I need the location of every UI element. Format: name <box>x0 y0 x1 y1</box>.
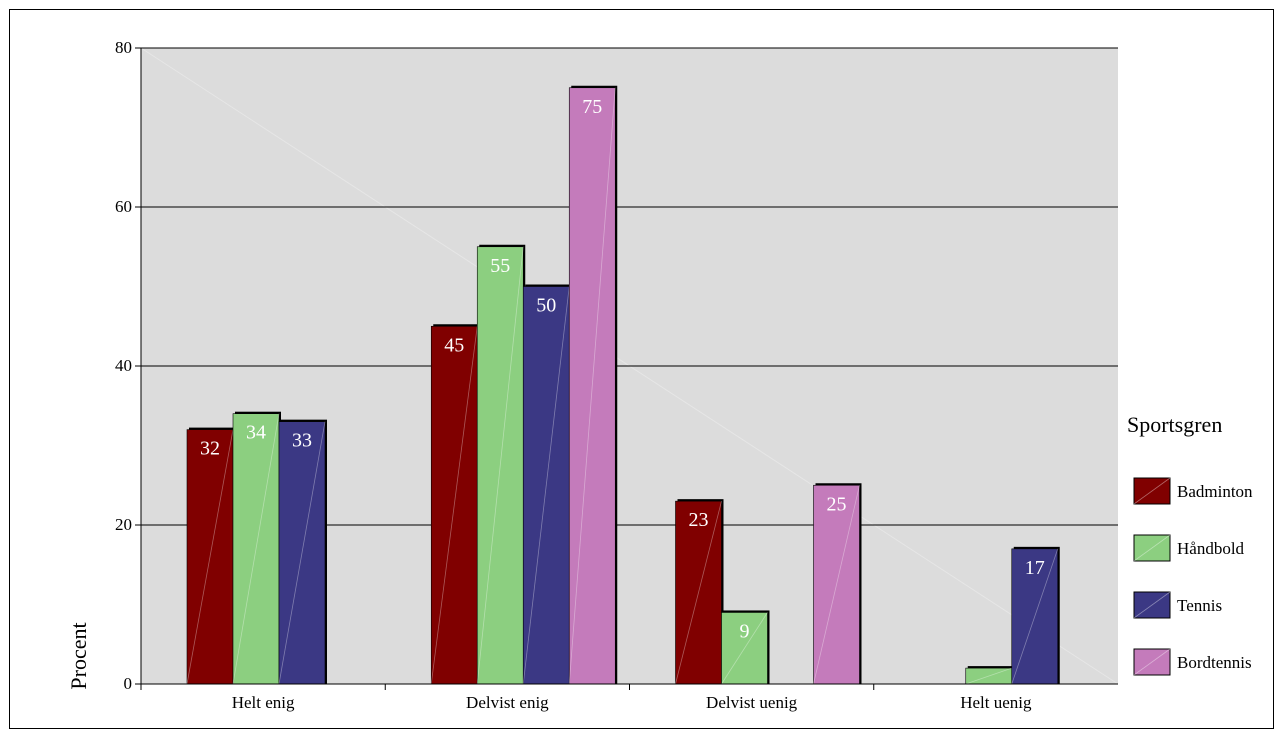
legend-swatch-h-ndbold <box>1133 534 1171 562</box>
data-label-badminton-delvist-uenig: 23 <box>689 509 709 531</box>
data-label-badminton-helt-enig: 32 <box>200 438 220 460</box>
legend-swatch-badminton <box>1133 477 1171 505</box>
bar-sheen-h-ndbold-delvist-enig <box>476 246 524 685</box>
legend-label-tennis: Tennis <box>1177 596 1222 615</box>
y-tick-label-80: 80 <box>115 38 132 57</box>
legend-swatch-sheen-tennis <box>1133 591 1171 619</box>
y-tick-label-0: 0 <box>124 674 133 693</box>
chart-frame: 0 20 40 60 80 Helt enig Delvist enig Delvist ue… <box>9 9 1274 729</box>
bar-bordtennis-delvist-enig <box>568 87 616 685</box>
legend-label-bordtennis: Bordtennis <box>1177 653 1252 672</box>
legend-title: Sportsgren <box>1127 412 1222 437</box>
bar-sheen-bordtennis-delvist-uenig <box>813 485 860 685</box>
bar-sheen-h-ndbold-helt-enig <box>232 413 280 685</box>
data-label-tennis-helt-uenig: 17 <box>1025 557 1045 579</box>
data-label-h-ndbold-delvist-enig: 55 <box>490 255 510 277</box>
x-tick-label-helt-uenig: Helt uenig <box>960 693 1032 712</box>
bar-tennis-helt-enig <box>278 421 326 685</box>
y-tick-label-20: 20 <box>115 515 132 534</box>
legend-swatch-bordtennis <box>1133 648 1171 676</box>
bar-sheen-bordtennis-delvist-enig <box>568 87 616 685</box>
legend-swatch-sheen-bordtennis <box>1133 648 1171 676</box>
bar-h-ndbold-delvist-enig <box>476 246 524 685</box>
bar-chart: 0 20 40 60 80 Helt enig Delvist enig Delvist ue… <box>66 38 1253 712</box>
bar-sheen-h-ndbold-delvist-uenig <box>721 612 768 685</box>
bar-sheen-tennis-helt-uenig <box>1011 548 1059 685</box>
bar-h-ndbold-delvist-uenig <box>721 612 768 685</box>
bar-sheen-badminton-delvist-enig <box>430 326 478 685</box>
bar-sheen-badminton-delvist-uenig <box>675 501 722 685</box>
y-tick-label-40: 40 <box>115 356 132 375</box>
bar-h-ndbold-helt-enig <box>232 413 280 685</box>
legend-label-h-ndbold: Håndbold <box>1177 539 1245 558</box>
bar-bordtennis-delvist-uenig <box>813 484 860 685</box>
bar-sheen-tennis-delvist-enig <box>522 286 570 685</box>
bar-sheen-tennis-helt-enig <box>278 421 326 685</box>
data-label-tennis-helt-enig: 33 <box>292 430 312 452</box>
y-axis-label: Procent <box>66 622 91 689</box>
legend-swatch-sheen-h-ndbold <box>1133 534 1171 562</box>
data-label-bordtennis-delvist-uenig: 25 <box>827 493 847 515</box>
bar-tennis-delvist-enig <box>522 286 570 685</box>
x-tick-label-delvist-uenig: Delvist uenig <box>706 693 798 712</box>
y-tick-label-60: 60 <box>115 197 132 216</box>
bar-sheen-badminton-helt-enig <box>186 429 234 685</box>
data-label-h-ndbold-delvist-uenig: 9 <box>740 620 750 642</box>
legend-swatch-tennis <box>1133 591 1171 619</box>
x-tick-label-delvist-enig: Delvist enig <box>466 693 549 712</box>
data-label-badminton-delvist-enig: 45 <box>444 334 464 356</box>
bar-sheen-h-ndbold-helt-uenig <box>965 667 1012 685</box>
legend-swatch-sheen-badminton <box>1133 477 1171 505</box>
bar-badminton-helt-enig <box>186 429 234 685</box>
x-tick-label-helt-enig: Helt enig <box>232 693 295 712</box>
data-label-h-ndbold-helt-enig: 34 <box>246 422 266 444</box>
legend-label-badminton: Badminton <box>1177 482 1253 501</box>
data-label-bordtennis-delvist-enig: 75 <box>582 96 602 118</box>
data-label-tennis-delvist-enig: 50 <box>536 295 556 317</box>
bar-badminton-delvist-uenig <box>675 500 722 685</box>
